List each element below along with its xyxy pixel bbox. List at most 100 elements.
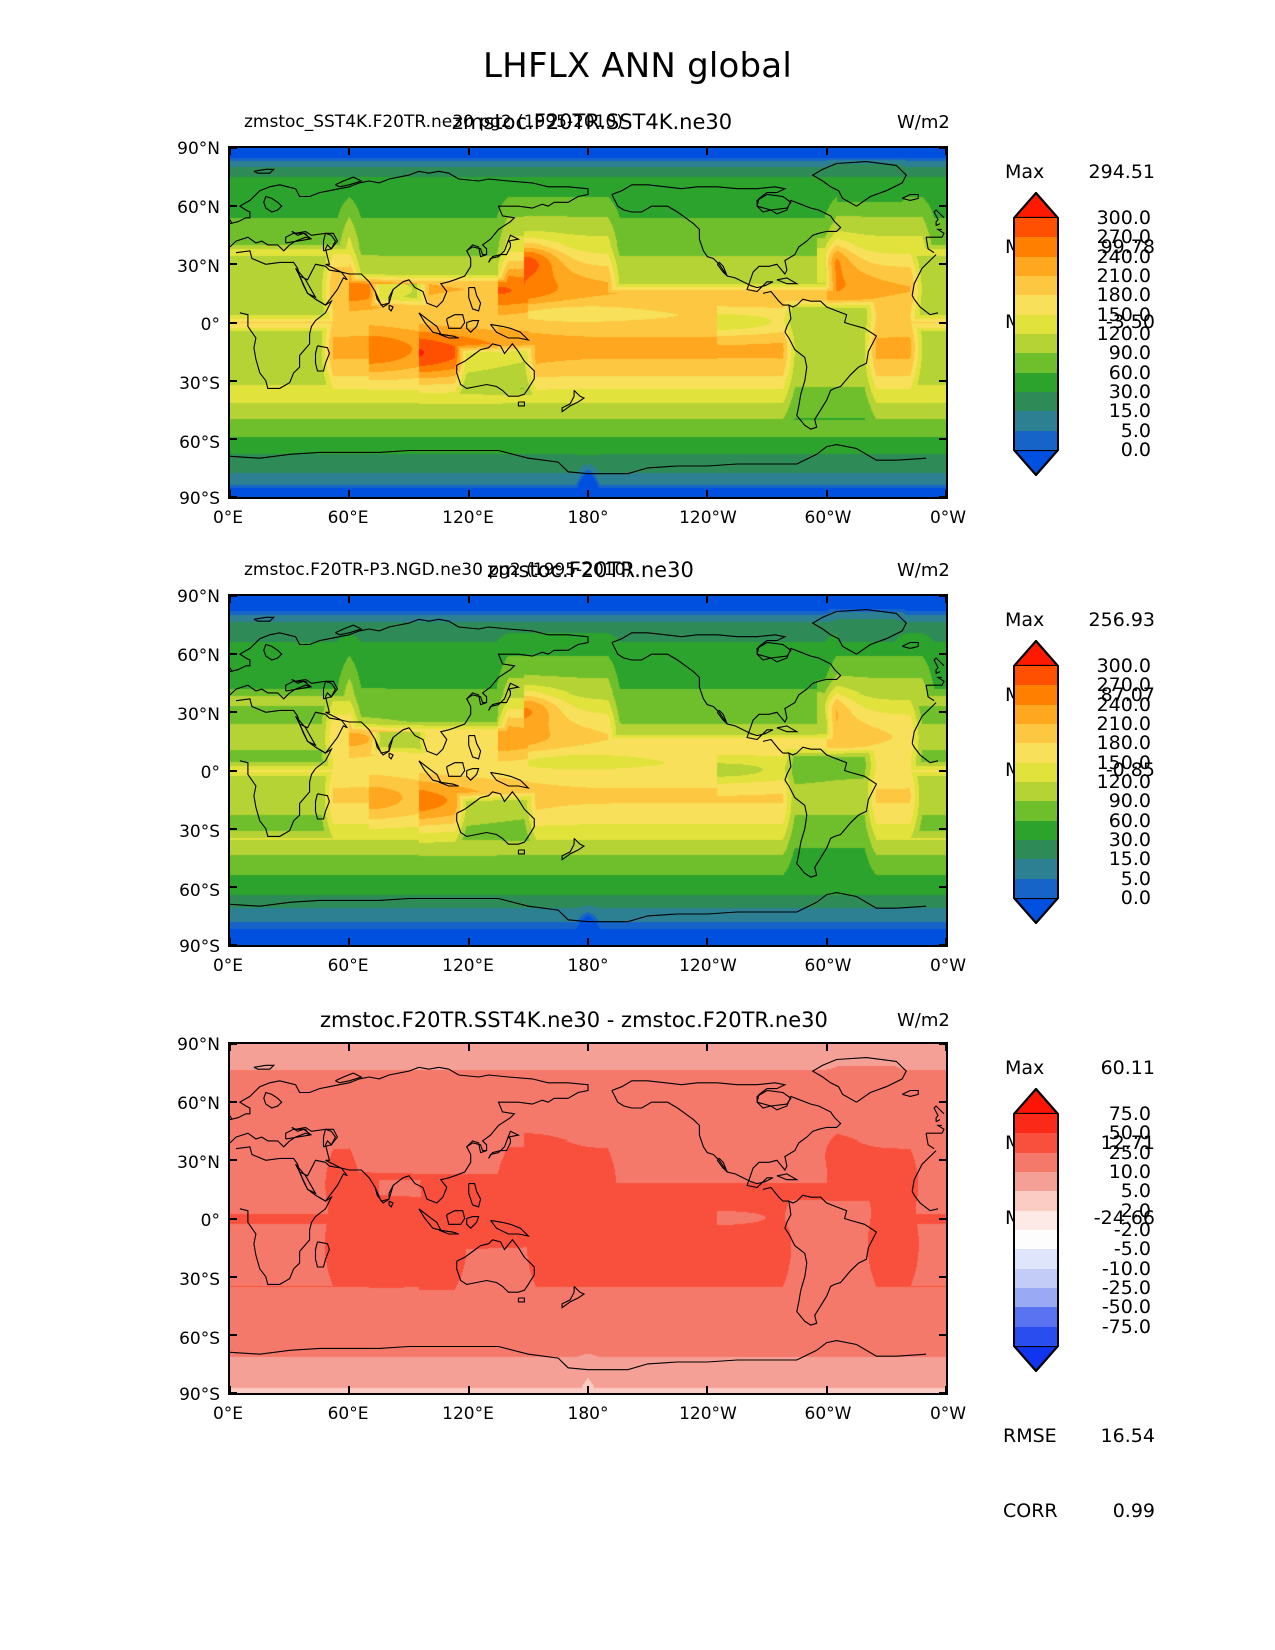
axis-tick <box>230 1392 237 1393</box>
axis-tick <box>939 205 946 207</box>
colorbar-band <box>1015 1133 1057 1154</box>
colorbar-band <box>1015 820 1057 841</box>
axis-tick <box>230 711 237 713</box>
axis-tick <box>587 148 589 155</box>
axis-tick <box>348 148 350 155</box>
xtick-120e-p3: 120°E <box>442 1404 494 1424</box>
axis-tick <box>706 938 708 945</box>
xtick-0e-p2: 0°E <box>212 956 244 976</box>
axis-tick <box>230 496 237 497</box>
ytick-30s-p1: 30°S <box>179 374 220 394</box>
axis-tick <box>826 938 828 945</box>
ytick-60s-p2: 60°S <box>179 881 220 901</box>
colorbar-extend-bottom-1 <box>1013 450 1059 476</box>
stat-mean-value-p3: 12.71 <box>1100 1132 1155 1154</box>
axis-tick <box>230 148 237 149</box>
axis-tick <box>468 596 470 603</box>
colorbar-tick-label: -10.0 <box>1101 1257 1151 1280</box>
xtick-120e-p1: 120°E <box>442 508 494 528</box>
colorbar-band <box>1015 724 1057 744</box>
axis-tick <box>939 496 946 497</box>
colorbar-band <box>1015 1210 1057 1231</box>
colorbar-tick-label: 270.0 <box>1096 674 1151 697</box>
axis-tick <box>939 886 946 888</box>
axis-tick <box>939 322 946 324</box>
panel-ref-title: zmstoc.F20TR.ne30 <box>487 558 694 582</box>
xtick-0e-p1: 0°E <box>212 508 244 528</box>
colorbar-tick-label: 270.0 <box>1096 226 1151 249</box>
colorbar-tick-label: -75.0 <box>1101 1315 1151 1338</box>
xtick-0w-p1: 0°W <box>929 508 967 528</box>
panel-test-subtitle: zmstoc_SST4K.F20TR.ne30 pg2 (1995-2010) <box>244 112 623 132</box>
axis-tick <box>939 596 946 597</box>
colorbar-band <box>1015 334 1057 354</box>
colorbar-tick-label: 0.0 <box>1120 439 1151 461</box>
colorbar-tick-label: 300.0 <box>1096 207 1151 229</box>
axis-tick <box>230 1159 237 1161</box>
colorbar-tick-label: 90.0 <box>1108 342 1151 365</box>
contour-field-canvas <box>230 1044 946 1393</box>
colorbar-tick-label: -50.0 <box>1101 1296 1151 1319</box>
colorbar-tick-label: 240.0 <box>1096 693 1151 716</box>
xtick-60w-p2: 60°W <box>804 956 852 976</box>
colorbar-tick-label: 90.0 <box>1108 790 1151 813</box>
axis-tick <box>706 1386 708 1393</box>
colorbar-extend-top-1 <box>1013 192 1059 218</box>
axis-tick <box>706 596 708 603</box>
colorbar-tick-label: 15.0 <box>1108 400 1151 423</box>
panel-diff-units: W/m2 <box>897 1010 950 1031</box>
colorbar-tick-label: 60.0 <box>1108 361 1151 384</box>
colorbar-tick-label: 120.0 <box>1096 771 1151 793</box>
axis-tick <box>939 263 946 265</box>
colorbar-tick-label: 150.0 <box>1096 751 1151 774</box>
colorbar-band <box>1015 392 1057 412</box>
stat-max-label-p2: Max <box>1005 609 1045 631</box>
ytick-30n-p1: 30°N <box>177 257 220 277</box>
colorbar-band <box>1015 1268 1057 1289</box>
axis-tick <box>230 322 237 324</box>
xtick-180-p2: 180° <box>567 956 609 976</box>
axis-tick <box>945 1386 946 1393</box>
colorbar-band <box>1015 256 1057 277</box>
panel-ref-subtitle: zmstoc.F20TR-P3.NGD.ne30 pg2 (1995-2010) <box>244 560 633 580</box>
colorbar-tick-label: 0.0 <box>1120 887 1151 909</box>
coastlines <box>230 148 946 497</box>
metric-rmse-value: 16.54 <box>1100 1425 1155 1447</box>
axis-tick <box>468 938 470 945</box>
colorbar-band <box>1015 1307 1057 1328</box>
colorbar-band <box>1015 372 1057 393</box>
colorbar-body-3 <box>1013 1114 1059 1347</box>
colorbar-tick-label: 180.0 <box>1096 284 1151 307</box>
colorbar-band <box>1015 762 1057 783</box>
colorbar-tick-label: 180.0 <box>1096 732 1151 755</box>
axis-tick <box>230 1334 237 1336</box>
axis-tick <box>587 1044 589 1051</box>
colorbar-band <box>1015 353 1057 374</box>
axis-tick <box>939 1159 946 1161</box>
axis-tick <box>230 1386 231 1393</box>
colorbar-tick-label: 5.0 <box>1120 867 1151 890</box>
axis-tick <box>468 490 470 497</box>
axis-tick <box>587 1386 589 1393</box>
axis-tick <box>939 1334 946 1336</box>
xtick-60e-p1: 60°E <box>327 508 369 528</box>
panel-test-title: zmstoc.F20TR.SST4K.ne30 <box>452 110 733 134</box>
axis-tick <box>230 380 237 382</box>
colorbar-extend-top-2 <box>1013 640 1059 666</box>
axis-tick <box>939 438 946 440</box>
colorbar-band <box>1015 666 1057 686</box>
panel-test-map <box>228 146 948 499</box>
xtick-120w-p3: 120°W <box>679 1404 737 1424</box>
axis-tick <box>348 1386 350 1393</box>
axis-tick <box>348 1044 350 1051</box>
colorbar-tick-label: 240.0 <box>1096 245 1151 268</box>
ytick-0-p2: 0° <box>200 763 220 783</box>
colorbar-extend-bottom-2 <box>1013 898 1059 924</box>
colorbar-band <box>1015 1152 1057 1173</box>
stat-max-value-p1: 294.51 <box>1088 161 1155 183</box>
axis-tick <box>348 490 350 497</box>
panel-diff-map <box>228 1042 948 1395</box>
colorbar-tick-label: 10.0 <box>1108 1161 1151 1183</box>
colorbar-tick-label: 210.0 <box>1096 713 1151 735</box>
